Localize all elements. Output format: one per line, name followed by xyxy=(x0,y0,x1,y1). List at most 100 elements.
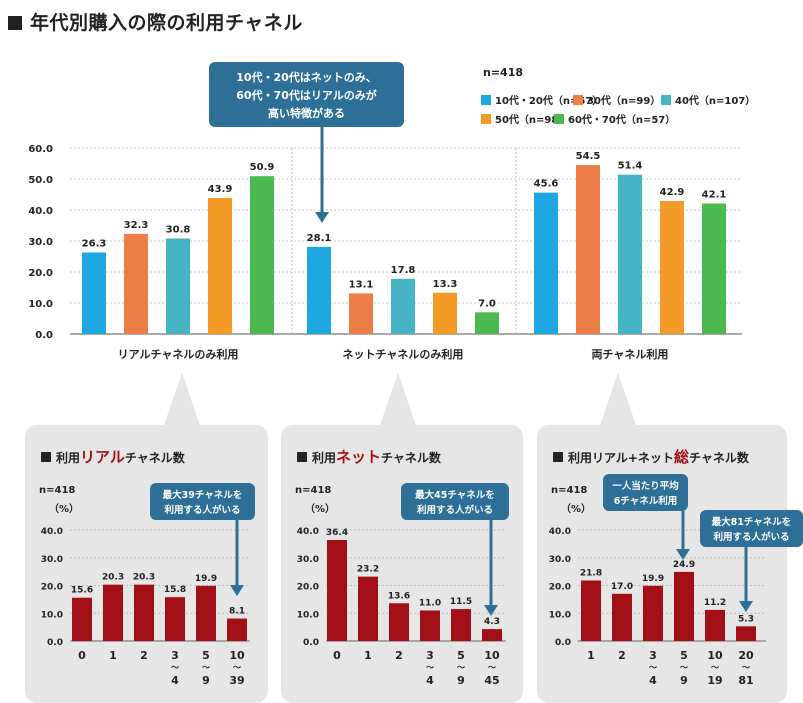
sub-real-xtick-label: 〜 xyxy=(233,663,241,672)
sub-real-value-label: 19.9 xyxy=(195,574,217,584)
sub-net-title: 利用ネットチャネル数 xyxy=(312,448,442,466)
sub-total-unit-label: （%） xyxy=(561,502,591,515)
sub-net-n-label: n=418 xyxy=(295,485,331,496)
sub-total-bar xyxy=(612,593,632,641)
sub-real-callout-line: 最大39チャネルを xyxy=(163,489,243,501)
main-value-label: 30.8 xyxy=(166,225,191,236)
main-value-label: 42.9 xyxy=(660,187,685,198)
sub-real-value-label: 15.6 xyxy=(71,586,93,596)
main-bar xyxy=(660,201,684,334)
main-bar xyxy=(433,292,457,334)
sub-total-avg-callout-line: 6チャネル利用 xyxy=(614,495,678,507)
main-bar xyxy=(534,192,558,334)
sub-net-xtick-label: 〜 xyxy=(488,663,496,672)
sub-net-xtick-label: 2 xyxy=(395,649,403,662)
sub-total-xtick-label: 〜 xyxy=(680,663,688,672)
legend-swatch xyxy=(554,114,564,124)
sub-total-ytick-label: 20.0 xyxy=(549,583,571,593)
main-ytick-label: 50.0 xyxy=(28,175,53,186)
sub-real-ytick-label: 10.0 xyxy=(41,610,63,620)
sub-net-title-part: ネット xyxy=(336,448,381,466)
sub-real-xtick-label: 9 xyxy=(202,674,210,687)
sub-real-ytick-label: 20.0 xyxy=(41,583,63,593)
sub-total-xtick-label: 2 xyxy=(618,649,626,662)
sub-net-ytick-label: 0.0 xyxy=(303,638,319,648)
sub-total-bar xyxy=(581,580,601,641)
sub-net-xtick-label: 5 xyxy=(457,649,465,662)
sub-total-xtick-label: 〜 xyxy=(649,663,657,672)
sub-real-callout-line: 利用する人がいる xyxy=(163,504,240,516)
sub-total-ytick-label: 40.0 xyxy=(549,527,571,537)
sub-real-xtick-label: 10 xyxy=(229,649,245,662)
sub-net-value-label: 4.3 xyxy=(484,617,500,627)
sub-total-value-label: 11.2 xyxy=(704,598,726,608)
main-category-label: リアルチャネルのみ利用 xyxy=(118,347,239,361)
sub-real-title-part: リアル xyxy=(80,448,125,466)
sub-net-xtick-label: 〜 xyxy=(457,663,465,672)
sub-total-xtick-label: 1 xyxy=(587,649,595,662)
sub-total-avg-callout-box xyxy=(603,474,688,511)
main-value-label: 7.0 xyxy=(478,298,496,309)
sub-net-xtick-label: 10 xyxy=(484,649,500,662)
sub-real-unit-label: （%） xyxy=(49,502,79,515)
main-bar xyxy=(391,278,415,334)
sub-real-bar xyxy=(196,585,216,641)
sub-net-bar xyxy=(358,576,378,641)
main-callout-line: 高い特徴がある xyxy=(268,106,345,120)
sub-net-value-label: 23.2 xyxy=(357,565,379,575)
sub-total-value-label: 5.3 xyxy=(738,614,754,624)
sub-real-ytick-label: 40.0 xyxy=(41,527,63,537)
sub-real-bar xyxy=(227,618,247,641)
main-value-label: 54.5 xyxy=(576,151,601,162)
main-value-label: 13.3 xyxy=(433,279,458,290)
legend-label: 30代（n=99） xyxy=(587,94,660,107)
main-bar xyxy=(166,238,190,334)
main-callout-box xyxy=(209,62,404,127)
sub-net-unit-label: （%） xyxy=(305,502,335,515)
sub-net-xtick-label: 0 xyxy=(333,649,341,662)
sub-total-xtick-label: 〜 xyxy=(742,663,750,672)
sub-total-xtick-label: 20 xyxy=(738,649,754,662)
sub-real-value-label: 20.3 xyxy=(133,573,155,583)
sub-real-xtick-label: 0 xyxy=(78,649,86,662)
sub-real-value-label: 20.3 xyxy=(102,573,124,583)
panel-real xyxy=(25,425,268,703)
panel-pointer xyxy=(600,373,636,425)
sub-net-title-square-icon xyxy=(297,452,307,462)
sub-net-bar xyxy=(482,629,502,641)
sub-net-title-part: チャネル数 xyxy=(381,450,442,465)
legend-label: 60代・70代（n=57） xyxy=(568,113,675,126)
sub-net-value-label: 36.4 xyxy=(326,528,348,538)
sub-total-avg-callout-line: 一人当たり平均 xyxy=(612,480,679,492)
sub-total-xtick-label: 81 xyxy=(738,674,753,687)
sub-net-callout-arrow-head xyxy=(484,605,498,616)
sub-real-title-part: 利用 xyxy=(56,450,80,465)
sub-total-value-label: 17.0 xyxy=(611,582,633,592)
main-value-label: 26.3 xyxy=(82,238,107,249)
sub-net-value-label: 11.5 xyxy=(450,597,472,607)
main-value-label: 43.9 xyxy=(208,184,233,195)
sub-total-max-callout-arrow-head xyxy=(739,601,753,612)
sub-real-callout-box xyxy=(150,483,255,520)
main-bar xyxy=(208,197,232,334)
sub-total-max-callout-line: 利用する人がいる xyxy=(712,531,789,543)
sub-net-ytick-label: 20.0 xyxy=(297,583,319,593)
sub-net-ytick-label: 40.0 xyxy=(297,527,319,537)
sub-total-n-label: n=418 xyxy=(551,485,587,496)
sub-net-xtick-label: 45 xyxy=(484,674,499,687)
main-bar xyxy=(124,233,148,334)
sub-real-xtick-label: 5 xyxy=(202,649,210,662)
sub-real-bar xyxy=(134,584,154,641)
sub-real-xtick-label: 39 xyxy=(229,674,244,687)
sub-total-ytick-label: 10.0 xyxy=(549,610,571,620)
main-callout-line: 60代・70代はリアルのみが xyxy=(236,88,377,102)
sub-total-bar xyxy=(643,585,663,641)
sub-total-xtick-label: 3 xyxy=(649,649,657,662)
main-ytick-label: 30.0 xyxy=(28,237,53,248)
sub-net-xtick-label: 9 xyxy=(457,674,465,687)
sub-total-xtick-label: 10 xyxy=(707,649,723,662)
sub-total-xtick-label: 5 xyxy=(680,649,688,662)
main-bar xyxy=(250,176,274,334)
sub-real-xtick-label: 〜 xyxy=(171,663,179,672)
